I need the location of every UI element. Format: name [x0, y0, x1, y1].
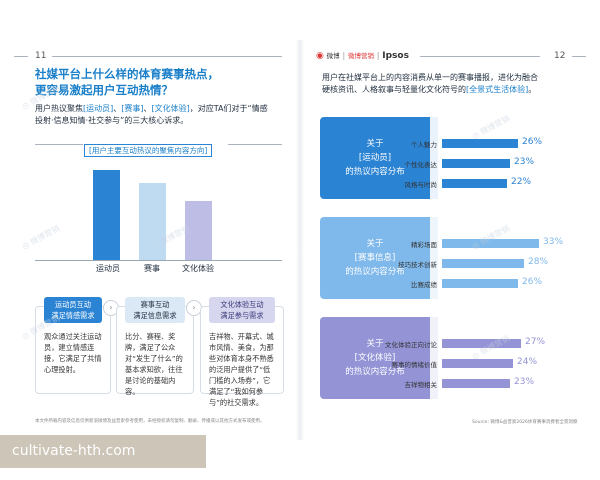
site-overlay-label: cultivate-hth.com [0, 435, 206, 468]
brand-ipsos: Ipsos [382, 51, 409, 61]
bar-label: 精彩场面 [411, 241, 437, 249]
intro-right: 用户在社媒平台上的内容消费从单一的赛事播报，进化为融合 硬核资讯、人格叙事与轻量… [322, 72, 538, 96]
title-line-1: 社媒平台上什么样的体育赛事热点， [35, 67, 219, 81]
panel-event-label-bg [320, 217, 430, 299]
brand-row: ◉ 微博 | 微博营销 | Ipsos [316, 50, 409, 61]
chart-frame-line-2 [228, 144, 282, 145]
chart-baseline [35, 260, 282, 261]
xlabel-athlete: 运动员 [96, 264, 120, 273]
card-athlete: 运动员互动 满足情感需求 观众通过关注运动员，建立情感连接，它满足了共情心理投射… [35, 297, 111, 394]
source-note: Source: 微博&益普索2026体育赛事消费者全景洞察 [472, 420, 578, 425]
xlabel-event: 赛事 [144, 264, 160, 273]
bar-label: 文化体验正向讨论 [385, 341, 437, 349]
bar [442, 239, 539, 248]
bar-value: 23% [514, 157, 535, 167]
card-culture: 文化体验互动 满足参与需求 吉祥物、开幕式、城市风情、美食，为那些对体育本身不熟… [200, 297, 284, 407]
bar-label: 比赛成绩 [411, 281, 437, 289]
panel-athlete-label-bg [320, 117, 430, 199]
top-rule-right [420, 56, 540, 57]
page-title: 社媒平台上什么样的体育赛事热点， 更容易激起用户互动热情？ [35, 66, 219, 98]
bar-culture [185, 201, 212, 260]
card-culture-head: 文化体验互动 满足参与需求 [209, 297, 275, 323]
page-number-left: 11 [35, 51, 47, 61]
bar-label: 赛事的情绪价值 [391, 361, 438, 369]
page-number-right: 12 [554, 51, 566, 61]
bar-value: 22% [511, 177, 532, 187]
card-event-head: 赛事互动 满足信息需求 [125, 297, 185, 323]
brand-mid: 微博营销 [347, 52, 374, 60]
bar [442, 359, 513, 368]
intro-right-line-1: 用户在社媒平台上的内容消费从单一的赛事播报，进化为融合 [322, 73, 538, 82]
brand-weibo: 微博 [326, 52, 340, 60]
intro-right-line-2: 硬核资讯、人格叙事与轻量化文化符号的[全景式生活体验]。 [322, 85, 537, 94]
bar-value: 27% [525, 337, 546, 347]
chart-title: [用户主要互动热议的聚焦内容方向] [84, 144, 213, 157]
top-rule-right-2 [572, 56, 586, 57]
title-line-2: 更容易激起用户互动热情？ [35, 83, 173, 97]
bar [442, 339, 521, 348]
bar-value: 28% [528, 257, 549, 267]
bar-value: 23% [514, 377, 535, 387]
bar-label: 个人魅力 [411, 141, 437, 149]
top-rule-left [14, 56, 28, 57]
bar-value: 26% [522, 277, 543, 287]
card-culture-body: 吉祥物、开幕式、城市风情、美食，为那些对体育本身不熟悉的泛用户提供了“低门槛的入… [209, 332, 274, 407]
bar-label: 风格与时尚 [404, 181, 438, 189]
intro-paragraph: 用户热议聚焦[运动员]、[赛事]、[文化体验]，对应TA们对于“情感 投射·信息… [35, 103, 268, 127]
top-rule-left-2 [52, 56, 282, 57]
bar-label: 吉祥物相关 [404, 381, 438, 389]
bar [442, 259, 524, 268]
card-event: 赛事互动 满足信息需求 比分、赛程、奖牌，满足了公众对“发生了什么”的基本求知欲… [116, 297, 194, 396]
card-athlete-body: 观众通过关注运动员，建立情感连接，它满足了共情心理投射。 [44, 332, 102, 374]
bar-label: 个性化表达 [404, 161, 438, 169]
bar-event [139, 183, 166, 260]
panel-event-label: 关于 [赛事信息] 的热议内容分布 [345, 239, 405, 277]
bar-label: 技巧技术创新 [398, 261, 437, 269]
chart-title-wrap: [用户主要互动热议的聚焦内容方向] [84, 138, 213, 157]
footnote-left: 本文件所载内容及信息仅供新浪微博及益普索参考使用，未经授权请勿复制、翻录、传播或… [35, 419, 265, 424]
bar [442, 379, 510, 388]
bar [442, 139, 518, 148]
bar-value: 24% [517, 357, 538, 367]
page-gutter [296, 40, 304, 440]
intro-line-1: 用户热议聚焦[运动员]、[赛事]、[文化体验]，对应TA们对于“情感 [35, 104, 268, 113]
card-event-body: 比分、赛程、奖牌，满足了公众对“发生了什么”的基本求知欲，往往是讨论的基础内容。 [125, 332, 183, 396]
bar-value: 33% [543, 237, 564, 247]
bar [442, 179, 507, 188]
intro-line-2: 投射·信息知情·社交参与”的三大核心诉求。 [35, 116, 189, 125]
weibo-logo-icon: ◉ [316, 51, 324, 61]
bar-athlete [93, 170, 120, 260]
panel-athlete-label: 关于 [运动员] 的热议内容分布 [345, 139, 405, 177]
divider: | [376, 51, 380, 60]
bar [442, 159, 510, 168]
bar [442, 279, 518, 288]
bar-value: 26% [522, 137, 543, 147]
card-athlete-head: 运动员互动 满足情感需求 [44, 297, 102, 323]
chart-frame-line [35, 144, 83, 145]
divider: | [342, 51, 346, 60]
panel-event: 关于 [赛事信息] 的热议内容分布 [320, 217, 584, 299]
panel-culture-label: 关于 [文化体验] 的热议内容分布 [345, 339, 405, 377]
panel-culture-label-bg [320, 317, 430, 399]
xlabel-culture: 文化体验 [182, 264, 214, 273]
bar-chart [35, 160, 282, 260]
